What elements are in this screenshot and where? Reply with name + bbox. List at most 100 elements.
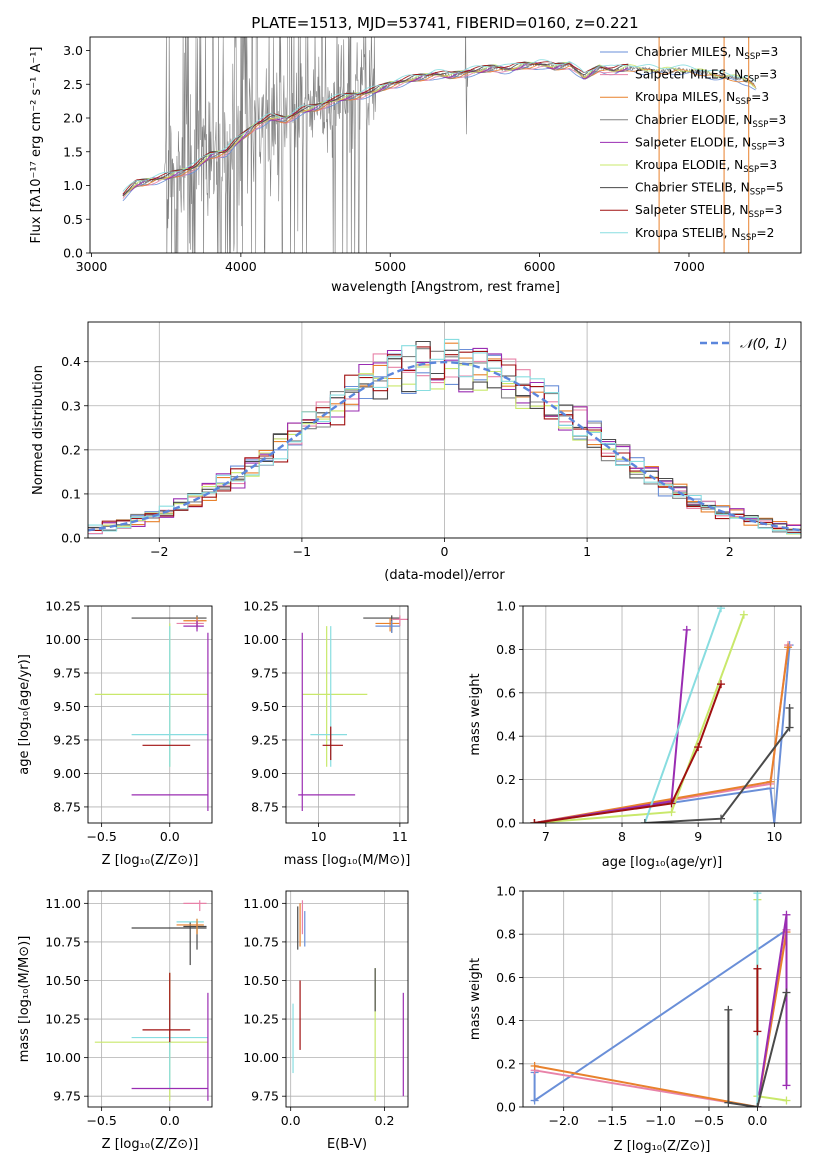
x-tick-label: −1.0 [645,1113,675,1128]
mass-weight-line [643,607,722,823]
y-tick-label: 10.50 [45,973,81,988]
x-tick-label: 10 [311,829,327,844]
y-tick-label: 9.50 [251,699,279,714]
x-tick-label: −2 [150,544,168,559]
y-tick-label: 0.0 [63,246,83,261]
x-axis-label: Z [log₁₀(Z/Z⊙)] [102,853,199,868]
axes-frame [522,890,802,1108]
axes-frame [285,890,409,1108]
mass-weight-line [644,708,791,823]
legend-entry: Salpeter STELIB, NSSP=3 [635,203,782,220]
axes-mass-EBV: 0.0 0.2 9.75 10.00 10.25 10.50 10.75 11.00 E(B-V… [243,890,409,1152]
x-axis-label: Z [log₁₀(Z/Z⊙)] [614,1139,711,1154]
mass-weight-line [534,683,722,823]
y-tick-label: 0.2 [496,772,516,787]
legend-entry: Kroupa MILES, NSSP=3 [635,90,769,107]
figure-title: PLATE=1513, MJD=53741, FIBERID=0160, z=0… [251,14,638,32]
y-tick-label: 0.8 [496,642,516,657]
y-tick-label: 1.0 [63,178,83,193]
y-tick-label: 0.0 [61,531,81,546]
x-axis-label: age [log₁₀(age/yr)] [602,855,723,870]
y-tick-label: 10.25 [45,599,81,614]
y-axis-label: mass weight [468,673,483,755]
y-tick-label: 0.3 [61,398,81,413]
y-tick-label: 10.75 [243,934,279,949]
mass-weight-line [534,629,688,823]
y-tick-label: 0.0 [496,1100,516,1115]
legend-entry: Salpeter ELODIE, NSSP=3 [635,135,785,152]
x-tick-label: −0.5 [694,1113,724,1128]
axes-frame [87,321,802,539]
y-axis-label: Normed distribution [31,365,46,495]
spectrum-model-line [122,59,756,192]
y-tick-label: 9.75 [53,1089,81,1104]
axes-frame [522,605,802,824]
plot-area [88,891,212,1107]
x-tick-label: −0.5 [86,1113,116,1128]
y-tick-label: 2.0 [63,111,83,126]
x-tick-label: 10 [766,829,782,844]
y-tick-label: 0.6 [496,685,516,700]
axes-age-Z: −0.5 0.0 8.75 9.00 9.25 9.50 9.75 10.00 10.25 Z [… [17,599,213,868]
y-tick-label: 1.0 [496,884,516,899]
y-tick-label: 10.00 [45,1050,81,1065]
y-axis-label: Flux [fλ10⁻¹⁷ erg cm⁻² s⁻¹ A⁻¹] [29,47,44,244]
mass-weight-line [727,992,788,1107]
x-tick-label: 6000 [524,259,556,274]
y-tick-label: 2.5 [63,77,83,92]
legend-entry: Kroupa STELIB, NSSP=2 [635,226,774,243]
axes-residuals: −2 −1 0 1 2 0.0 0.1 0.2 0.3 0.4 (data-model)/error… [31,321,802,583]
x-tick-label: 2 [726,544,734,559]
plot-area [286,891,408,1107]
y-tick-label: 9.75 [251,1089,279,1104]
y-tick-label: 9.75 [53,665,81,680]
x-tick-label: 8 [618,829,626,844]
axes-mw-age: 7 8 9 10 0.0 0.2 0.4 0.6 0.8 1.0 age [log₁₀(age/yr… [468,599,802,870]
y-tick-label: 9.00 [53,766,81,781]
axes-age-mass: 10 11 8.75 9.00 9.25 9.50 9.75 10.00 10.25 mass [… [243,599,410,869]
x-axis-label: wavelength [Angstrom, rest frame] [331,280,560,295]
axes-frame [89,36,802,254]
y-tick-label: 9.50 [53,699,81,714]
x-axis-label: Z [log₁₀(Z/Z⊙)] [102,1137,199,1152]
x-tick-label: 11 [392,829,408,844]
axes-spectrum: 3000 4000 5000 6000 7000 0.0 0.5 1.0 1.5 2.0 2.5 3.… [29,36,802,295]
residual-histogram [88,346,801,534]
x-axis-label: mass [log₁₀(M/M⊙)] [284,853,411,868]
plot-area [88,606,212,823]
x-tick-label: 7 [542,829,550,844]
y-tick-label: 10.00 [243,1050,279,1065]
y-tick-label: 9.25 [53,732,81,747]
y-tick-label: 9.00 [251,766,279,781]
x-tick-label: −1.5 [597,1113,627,1128]
plot-area [523,891,801,1107]
mass-weight-line [534,931,788,1107]
mass-weight-line [534,645,791,823]
x-tick-label: 5000 [374,259,406,274]
plot-area [122,37,757,253]
y-tick-label: 9.75 [251,665,279,680]
axes-mw-Z: −2.0 −1.5 −1.0 −0.5 0.0 0.0 0.2 0.4 0.6 0.8 1.0 Z [… [468,884,802,1154]
y-tick-label: 0.6 [496,970,516,985]
legend-entry: Kroupa ELODIE, NSSP=3 [635,158,777,175]
x-axis-label: (data-model)/error [384,568,505,583]
plot-layer: 3000 4000 5000 6000 7000 0.0 0.5 1.0 1.5 2.0 2.5 3.… [17,36,802,1154]
axes-frame [87,890,213,1108]
y-tick-label: 1.5 [63,144,83,159]
y-tick-label: 8.75 [53,799,81,814]
y-tick-label: 0.4 [496,729,516,744]
plot-area [523,606,801,823]
y-tick-label: 10.00 [45,632,81,647]
y-axis-label: age [log₁₀(age/yr)] [17,654,32,775]
x-tick-label: 7000 [673,259,705,274]
y-tick-label: 10.25 [243,599,279,614]
y-axis-label: mass weight [468,958,483,1040]
x-tick-label: 0.2 [375,1113,395,1128]
x-tick-label: 9 [694,829,702,844]
axes-mass-Z: −0.5 0.0 9.75 10.00 10.25 10.50 10.75 11.00 Z [l… [17,890,213,1152]
y-tick-label: 0.4 [496,1013,516,1028]
x-tick-label: −1 [293,544,311,559]
y-tick-label: 10.50 [243,973,279,988]
x-tick-label: −0.5 [86,829,116,844]
